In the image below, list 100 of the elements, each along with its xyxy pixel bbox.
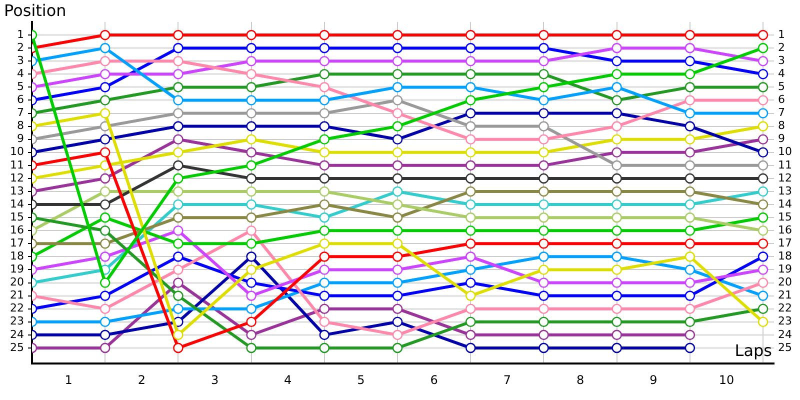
point (684, 160, 696, 171)
point (758, 278, 768, 288)
point (465, 316, 476, 328)
y-tick-label: 15 (10, 210, 24, 224)
point (612, 82, 622, 92)
y-tick-label: 23 (10, 314, 24, 328)
point (319, 42, 330, 54)
y2-tick-label: 16 (778, 223, 792, 236)
point (538, 147, 549, 158)
point (538, 342, 549, 354)
point (319, 95, 330, 106)
point (758, 199, 768, 210)
point (684, 316, 696, 328)
point (246, 42, 256, 54)
point (465, 264, 476, 275)
point (246, 108, 256, 118)
point (684, 95, 696, 106)
point (538, 95, 549, 106)
point (538, 30, 549, 40)
point (684, 290, 696, 301)
point (392, 30, 403, 40)
point (246, 199, 256, 210)
point (392, 252, 403, 262)
point (100, 304, 110, 314)
point (758, 56, 768, 66)
point (758, 121, 768, 132)
point (100, 30, 110, 40)
point (246, 160, 256, 171)
x-tick-label: 7 (503, 372, 511, 387)
x-tick-label: 10 (718, 372, 734, 387)
point (612, 147, 622, 158)
point (246, 30, 256, 40)
y2-tick-label: 12 (778, 171, 792, 184)
y-tick-label: 17 (10, 236, 24, 250)
y-tick-label: 12 (10, 171, 24, 184)
point (100, 69, 110, 80)
point (612, 316, 622, 328)
point (538, 225, 549, 236)
point (758, 212, 768, 223)
y-tick-label: 4 (16, 67, 24, 80)
point (100, 252, 110, 262)
point (684, 30, 696, 40)
y2-tick-label: 13 (778, 184, 792, 198)
point (392, 225, 403, 236)
point (758, 82, 768, 92)
point (392, 186, 403, 197)
point (173, 186, 184, 197)
point (538, 186, 549, 197)
point (173, 160, 184, 171)
point (100, 342, 110, 354)
point (173, 330, 184, 340)
point (246, 82, 256, 92)
y2-tick-label: 11 (778, 158, 792, 172)
point (319, 134, 330, 144)
point (758, 304, 768, 314)
point (465, 82, 476, 92)
y-tick-label: 7 (16, 106, 24, 120)
point (100, 95, 110, 106)
x-tick-label: 2 (138, 372, 146, 387)
point (538, 264, 549, 275)
point (392, 278, 403, 288)
point (758, 290, 768, 301)
point (246, 121, 256, 132)
point (684, 56, 696, 66)
point (173, 290, 184, 301)
y-tick-label: 3 (16, 54, 24, 67)
point (612, 134, 622, 144)
point (173, 69, 184, 80)
y-tick-label: 11 (10, 158, 24, 172)
point (100, 330, 110, 340)
point (392, 108, 403, 118)
point (246, 290, 256, 301)
point (684, 108, 696, 118)
y2-tick-label: 17 (778, 236, 792, 250)
point (465, 173, 476, 184)
point (319, 278, 330, 288)
point (465, 342, 476, 354)
point (246, 69, 256, 80)
point (319, 121, 330, 132)
y-axis-title: Position (4, 1, 66, 20)
y2-tick-label: 15 (778, 210, 792, 224)
point (319, 290, 330, 301)
point (538, 134, 549, 144)
point (465, 69, 476, 80)
point (465, 108, 476, 118)
point (319, 160, 330, 171)
point (758, 134, 768, 144)
y-tick-label: 13 (10, 184, 24, 198)
point (612, 342, 622, 354)
y-tick-label: 21 (10, 288, 24, 302)
point (538, 304, 549, 314)
point (319, 316, 330, 328)
point (392, 342, 403, 354)
y2-tick-label: 21 (778, 288, 792, 302)
point (246, 342, 256, 354)
point (173, 342, 184, 354)
point (684, 82, 696, 92)
point (684, 278, 696, 288)
point (319, 82, 330, 92)
point (100, 42, 110, 54)
